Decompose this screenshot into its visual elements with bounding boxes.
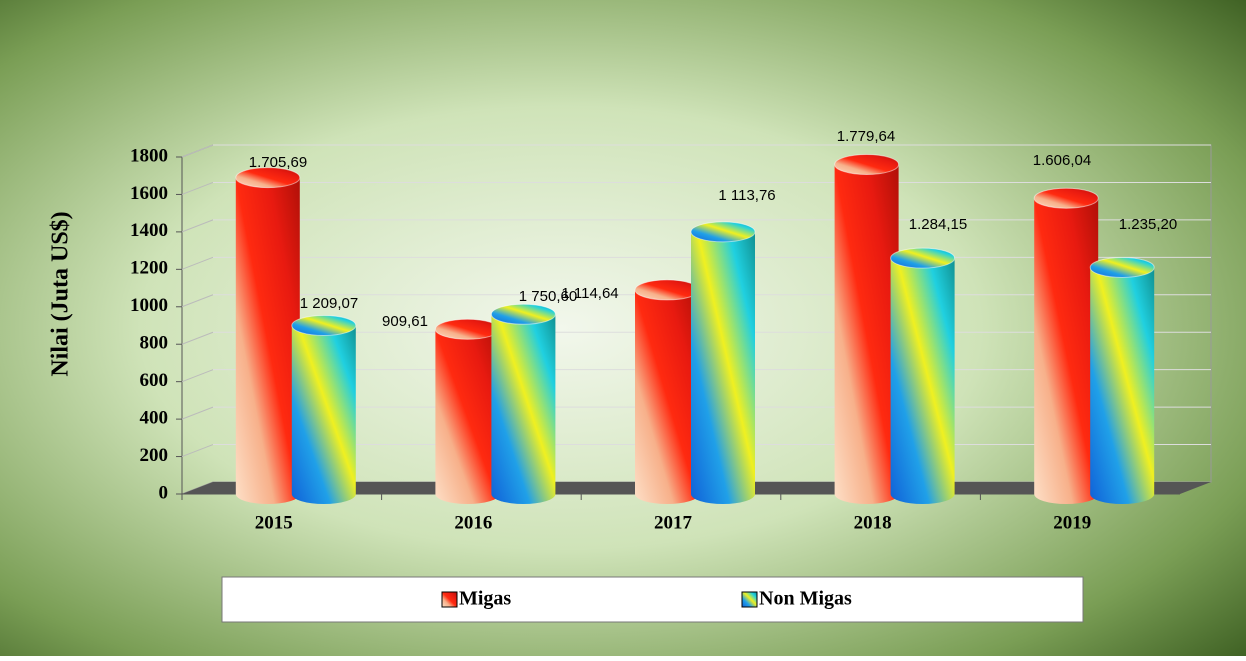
data-label: 909,61: [382, 313, 428, 330]
x-tick-label: 2019: [1053, 512, 1091, 533]
y-tick-label: 0: [159, 482, 169, 503]
y-tick-label: 600: [140, 370, 169, 391]
bar: [235, 177, 300, 504]
data-label: 1.705,69: [249, 154, 307, 171]
grid-line: [181, 331, 214, 345]
data-label: 1 113,76: [718, 187, 775, 204]
grid-line: [181, 219, 214, 233]
y-tick-label: 400: [140, 407, 169, 428]
data-label: 1.235,20: [1119, 216, 1177, 233]
bar: [890, 258, 955, 504]
data-label: 1 750,60: [519, 288, 577, 305]
y-tick-label: 1400: [130, 220, 168, 241]
grid-line: [181, 369, 214, 383]
bar: [834, 164, 899, 504]
data-label: 1.284,15: [909, 216, 967, 233]
bar: [635, 289, 699, 504]
grid-line: [181, 294, 214, 308]
legend-label: Migas: [459, 588, 511, 610]
y-tick-label: 1600: [130, 183, 168, 204]
bar-top: [434, 318, 500, 340]
x-tick-label: 2015: [255, 512, 293, 533]
bar-top: [634, 279, 700, 301]
bar-top: [235, 167, 301, 189]
bar-top: [1089, 256, 1155, 278]
bar-top: [690, 221, 756, 243]
y-tick-label: 1800: [130, 145, 168, 166]
bar: [491, 314, 556, 504]
bar-top: [1033, 187, 1099, 209]
y-tick-label: 800: [140, 333, 169, 354]
x-tick-label: 2018: [854, 512, 892, 533]
bar-top: [490, 303, 556, 325]
y-tick-label: 1000: [130, 295, 168, 316]
y-axis-label: Nilai (Juta US$): [48, 211, 74, 376]
bar-top: [890, 247, 956, 269]
legend: [221, 576, 1084, 623]
bar: [291, 325, 356, 504]
data-label: 1 114,64: [561, 285, 618, 302]
x-tick-label: 2016: [454, 512, 492, 533]
bar-top: [834, 153, 900, 175]
data-label: 1.606,04: [1033, 152, 1091, 169]
bar: [435, 329, 500, 504]
bar-top: [291, 315, 357, 336]
bar: [691, 231, 755, 504]
bar: [1090, 267, 1155, 504]
data-label: 1.779,64: [837, 128, 895, 145]
x-tick-label: 2017: [654, 512, 693, 533]
y-tick-label: 1200: [130, 258, 168, 279]
bar: [1034, 198, 1099, 504]
grid-line: [181, 406, 214, 420]
grid-line: [181, 256, 214, 270]
grid-line: [181, 181, 214, 195]
legend-swatch: [741, 591, 758, 608]
data-label: 1 209,07: [300, 295, 358, 312]
legend-swatch: [441, 591, 458, 608]
y-tick-label: 200: [140, 445, 169, 466]
grid-line: [181, 144, 214, 158]
grid-line: [181, 444, 214, 458]
legend-label: Non Migas: [759, 588, 852, 610]
